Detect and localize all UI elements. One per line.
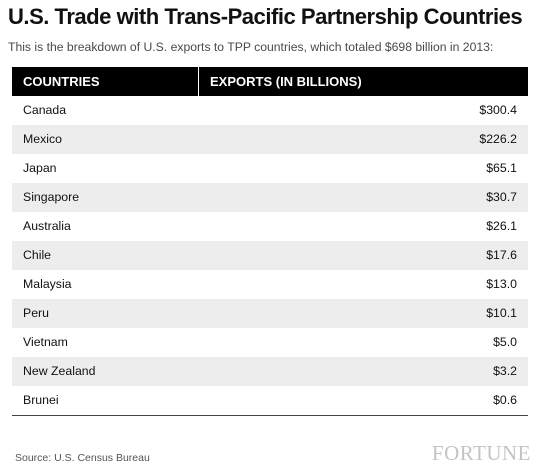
export-value-cell: $30.7 [199,183,529,212]
country-cell: Australia [12,212,199,241]
country-cell: Vietnam [12,328,199,357]
export-value-cell: $0.6 [199,386,529,415]
table-row: New Zealand $3.2 [12,357,528,386]
country-cell: Mexico [12,125,199,154]
table-body: Canada $300.4 Mexico $226.2 Japan $65.1 … [12,96,528,415]
table-row: Japan $65.1 [12,154,528,183]
export-value-cell: $13.0 [199,270,529,299]
export-value-cell: $65.1 [199,154,529,183]
country-cell: Peru [12,299,199,328]
export-value-cell: $17.6 [199,241,529,270]
table-row: Malaysia $13.0 [12,270,528,299]
export-value-cell: $10.1 [199,299,529,328]
source-note: Source: U.S. Census Bureau [15,451,150,465]
table-row: Peru $10.1 [12,299,528,328]
country-cell: Canada [12,96,199,125]
column-header-exports: EXPORTS (IN BILLIONS) [199,67,529,96]
table-header: COUNTRIES EXPORTS (IN BILLIONS) [12,67,528,96]
exports-table-container: COUNTRIES EXPORTS (IN BILLIONS) Canada $… [12,67,528,416]
table-row: Mexico $226.2 [12,125,528,154]
fortune-logo: FORTUNE [432,441,531,465]
table-row: Canada $300.4 [12,96,528,125]
country-cell: Singapore [12,183,199,212]
country-cell: New Zealand [12,357,199,386]
country-cell: Japan [12,154,199,183]
country-cell: Malaysia [12,270,199,299]
table-row: Chile $17.6 [12,241,528,270]
country-cell: Chile [12,241,199,270]
table-header-row: COUNTRIES EXPORTS (IN BILLIONS) [12,67,528,96]
export-value-cell: $300.4 [199,96,529,125]
page-title: U.S. Trade with Trans-Pacific Partnershi… [8,3,522,31]
table-row: Brunei $0.6 [12,386,528,415]
export-value-cell: $3.2 [199,357,529,386]
table-row: Vietnam $5.0 [12,328,528,357]
exports-table: COUNTRIES EXPORTS (IN BILLIONS) Canada $… [12,67,528,415]
export-value-cell: $226.2 [199,125,529,154]
page-subtitle: This is the breakdown of U.S. exports to… [8,39,493,55]
export-value-cell: $5.0 [199,328,529,357]
column-header-countries: COUNTRIES [12,67,199,96]
table-bottom-divider [12,415,528,416]
export-value-cell: $26.1 [199,212,529,241]
table-row: Singapore $30.7 [12,183,528,212]
country-cell: Brunei [12,386,199,415]
table-row: Australia $26.1 [12,212,528,241]
